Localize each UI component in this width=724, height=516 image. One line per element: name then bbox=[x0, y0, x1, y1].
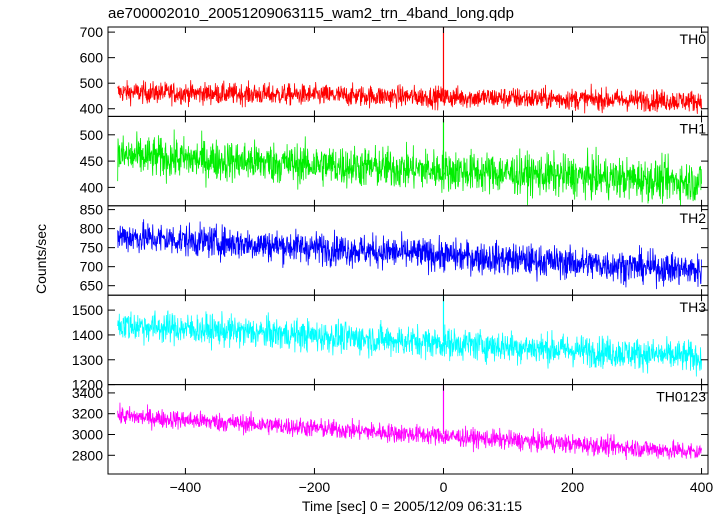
panel-th0: 400 500 600 700 TH0 bbox=[80, 24, 709, 117]
panel-label-th0123: TH0123 bbox=[656, 389, 706, 405]
series-line-th2 bbox=[117, 219, 702, 290]
y-tick-label: 1300 bbox=[72, 352, 103, 368]
y-tick-label: 2800 bbox=[72, 447, 103, 463]
y-tick-label: 1400 bbox=[72, 327, 103, 343]
panel-frame bbox=[107, 26, 709, 117]
panel-th2: 650 700 750 800 850 TH2 bbox=[80, 202, 709, 296]
x-tick-label: −400 bbox=[170, 479, 202, 495]
y-tick-label: 700 bbox=[80, 24, 104, 40]
y-tick-label: 400 bbox=[80, 101, 104, 117]
y-tick-label: 3400 bbox=[72, 385, 103, 401]
x-axis: −400 −200 0 200 400 bbox=[170, 479, 714, 495]
x-tick-label: 400 bbox=[690, 479, 714, 495]
x-tick-label: 0 bbox=[440, 479, 448, 495]
y-tick-label: 3200 bbox=[72, 406, 103, 422]
panel-th1: 400 450 500 TH1 bbox=[80, 115, 709, 207]
panel-label-th0: TH0 bbox=[680, 31, 707, 47]
y-axis-label: Counts/sec bbox=[33, 224, 49, 294]
y-tick-label: 700 bbox=[80, 259, 104, 275]
panel-th3: 1200 1300 1400 1500 TH3 bbox=[72, 294, 709, 393]
y-tick-label: 650 bbox=[80, 278, 104, 294]
series-line-th0123 bbox=[117, 402, 702, 461]
panel-label-th3: TH3 bbox=[680, 299, 707, 315]
series-line-th0 bbox=[117, 80, 702, 114]
series-line-th1 bbox=[117, 129, 702, 206]
y-tick-label: 3000 bbox=[72, 426, 103, 442]
panel-label-th2: TH2 bbox=[680, 210, 707, 226]
y-tick-label: 500 bbox=[80, 75, 104, 91]
panel-frame bbox=[107, 294, 709, 386]
y-tick-label: 1200 bbox=[72, 377, 103, 393]
y-tick-label: 500 bbox=[80, 127, 104, 143]
panels: 400 500 600 700 TH0 400 450 500 TH1 650 700 750 800 8… bbox=[72, 24, 709, 475]
y-tick-label: 850 bbox=[80, 202, 104, 218]
x-tick-label: −200 bbox=[299, 479, 331, 495]
y-tick-label: 1500 bbox=[72, 302, 103, 318]
y-tick-label: 450 bbox=[80, 153, 104, 169]
x-axis-label: Time [sec] 0 = 2005/12/09 06:31:15 bbox=[302, 498, 522, 514]
y-tick-label: 800 bbox=[80, 221, 104, 237]
chart-title: ae700002010_20051209063115_wam2_trn_4ban… bbox=[108, 5, 514, 22]
y-tick-label: 400 bbox=[80, 179, 104, 195]
panel-label-th1: TH1 bbox=[680, 120, 707, 136]
series-line-th3 bbox=[117, 310, 702, 377]
y-tick-label: 600 bbox=[80, 50, 104, 66]
y-tick-label: 750 bbox=[80, 240, 104, 256]
x-tick-label: 200 bbox=[561, 479, 585, 495]
panel-th0123: 2800 3000 3200 3400 TH0123 bbox=[72, 384, 709, 475]
panel-frame bbox=[107, 384, 709, 475]
